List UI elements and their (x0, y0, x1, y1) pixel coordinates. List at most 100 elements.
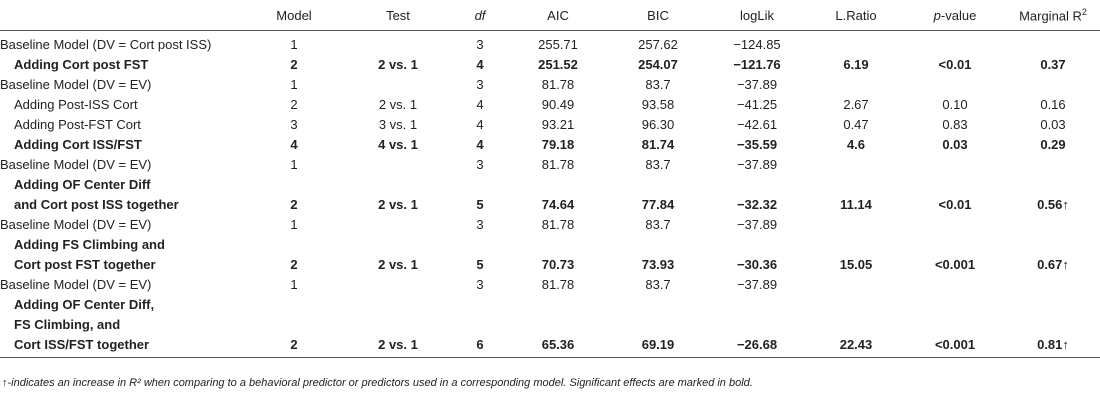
cell-df: 5 (476, 197, 484, 212)
header-test: Test (342, 0, 454, 31)
cell-df (454, 175, 506, 195)
cell-test (342, 275, 454, 295)
cell-loglik: −121.76 (733, 57, 781, 72)
cell-r2: 0.37 (1040, 57, 1066, 72)
cell-loglik: −37.89 (736, 157, 778, 172)
cell-p: <0.001 (904, 335, 1006, 358)
cell-bic: 83.7 (645, 77, 671, 92)
cell-loglik: −124.85 (733, 37, 781, 52)
table-row: Cort ISS/FST together 2 2 vs. 1 6 65.36 69.19… (0, 335, 1100, 358)
header-pvalue-rest: -value (940, 7, 977, 23)
cell-loglik: −26.68 (706, 335, 808, 358)
cell-df: 3 (476, 217, 484, 232)
cell-bic: 83.7 (645, 277, 671, 292)
cell-aic: 81.78 (541, 77, 575, 92)
header-df: df (454, 0, 506, 31)
cell-r2 (1006, 175, 1100, 195)
cell-test: 2 vs. 1 (378, 197, 418, 212)
cell-model: 2 (290, 197, 298, 212)
cell-bic: 77.84 (641, 197, 675, 212)
cell-loglik: −37.89 (736, 277, 778, 292)
cell-bic: 83.7 (645, 157, 671, 172)
header-aic: AIC (506, 0, 610, 31)
cell-lratio: 4.6 (846, 137, 866, 152)
cell-model: 2 (290, 257, 298, 272)
header-loglik: logLik (706, 0, 808, 31)
cell-model: 1 (290, 217, 298, 232)
cell-lratio: 15.05 (839, 257, 873, 272)
cell-lratio: 11.14 (840, 197, 872, 212)
cell-aic: 93.21 (541, 117, 575, 132)
cell-r2 (1006, 215, 1100, 235)
cell-r2: 0.67↑ (1037, 257, 1069, 272)
cell-bic: 73.93 (641, 257, 675, 272)
cell-p: <0.01 (938, 57, 972, 72)
cell-df: 3 (476, 157, 484, 172)
table-footnote: ↑-indicates an increase in R² when compa… (2, 377, 753, 389)
cell-loglik: −37.89 (736, 77, 778, 92)
cell-aic: 81.78 (541, 217, 575, 232)
cell-r2 (1006, 275, 1100, 295)
cell-r2 (1006, 315, 1100, 335)
row-label: FS Climbing, and (14, 317, 121, 332)
cell-aic (506, 315, 610, 335)
table-row: Adding FS Climbing and (0, 235, 1100, 255)
cell-r2: 0.03 (1040, 117, 1066, 132)
cell-aic: 65.36 (506, 335, 610, 358)
cell-test (342, 31, 454, 56)
header-marginal-sup: 2 (1081, 6, 1087, 17)
cell-aic: 251.52 (538, 57, 578, 72)
cell-test: 4 vs. 1 (378, 137, 418, 152)
cell-df: 4 (476, 137, 484, 152)
cell-test (342, 315, 454, 335)
cell-bic: 96.30 (641, 117, 675, 132)
cell-model: 4 (290, 137, 298, 152)
cell-loglik: −32.32 (736, 197, 778, 212)
cell-p: <0.01 (938, 197, 972, 212)
table-row: Adding Post-FST Cort 3 3 vs. 1 4 93.21 96.30 −… (0, 115, 1100, 135)
row-label: Adding FS Climbing and (14, 237, 165, 252)
header-model: Model (246, 0, 342, 31)
cell-p: 0.03 (942, 137, 968, 152)
cell-p (904, 31, 1006, 56)
cell-test: 3 vs. 1 (378, 117, 418, 132)
cell-df (454, 295, 506, 315)
cell-lratio: 6.19 (843, 57, 869, 72)
table-row: FS Climbing, and (0, 315, 1100, 335)
cell-p (904, 295, 1006, 315)
cell-r2: 0.16 (1040, 97, 1066, 112)
cell-bic: 81.74 (641, 137, 675, 152)
cell-model (246, 295, 342, 315)
cell-bic (610, 315, 706, 335)
cell-r2: 0.81↑ (1006, 335, 1100, 358)
row-label: Cort post FST together (14, 257, 156, 272)
header-marginal-text: Marginal R (1019, 8, 1082, 24)
cell-aic: 90.49 (541, 97, 575, 112)
cell-r2: 0.29 (1040, 137, 1066, 152)
cell-loglik: −30.36 (736, 257, 778, 272)
cell-lratio: 22.43 (808, 335, 904, 358)
cell-p (904, 315, 1006, 335)
header-marginal-r2: Marginal R2 (1006, 0, 1100, 31)
header-lratio: L.Ratio (808, 0, 904, 31)
cell-df: 4 (476, 117, 484, 132)
cell-aic: 81.78 (541, 157, 575, 172)
cell-loglik (706, 235, 808, 255)
table-row: Adding Post-ISS Cort 2 2 vs. 1 4 90.49 93.58 −… (0, 95, 1100, 115)
cell-loglik (706, 175, 808, 195)
table-row: Adding OF Center Diff (0, 175, 1100, 195)
cell-aic (506, 175, 610, 195)
cell-loglik: −41.25 (736, 97, 778, 112)
cell-lratio (808, 31, 904, 56)
table-row: Cort post FST together 2 2 vs. 1 5 70.73 73.9… (0, 255, 1100, 275)
cell-model (246, 235, 342, 255)
row-label: Adding Cort post FST (14, 57, 149, 72)
table-body: Baseline Model (DV = Cort post ISS) 1 3 255… (0, 31, 1100, 358)
cell-model: 3 (290, 117, 298, 132)
cell-df (454, 235, 506, 255)
cell-model: 1 (290, 37, 298, 52)
table-row: Baseline Model (DV = EV) 1 3 81.78 83.7 −37.8… (0, 75, 1100, 95)
row-label: Baseline Model (DV = EV) (0, 277, 152, 292)
cell-lratio (808, 275, 904, 295)
